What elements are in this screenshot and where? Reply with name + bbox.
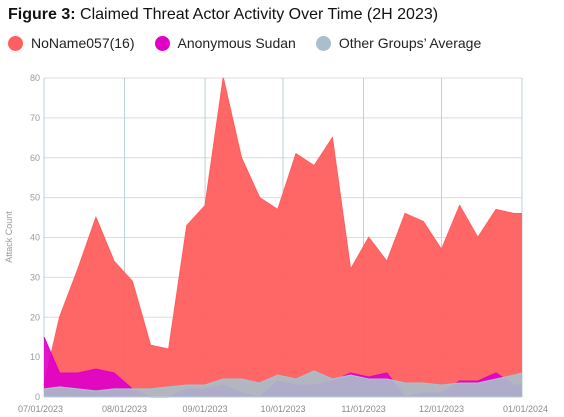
y-tick-label-80: 80 — [30, 73, 40, 83]
legend-swatch-noname — [8, 35, 23, 51]
figure-title: Claimed Threat Actor Activity Over Time … — [75, 6, 439, 23]
legend-label-anonymous-sudan: Anonymous Sudan — [177, 35, 296, 51]
x-tick-label-1: 08/01/2023 — [102, 404, 147, 414]
area-noname — [44, 78, 522, 397]
line-other-groups — [43, 370, 523, 392]
x-tick-label-3: 10/01/2023 — [260, 404, 305, 414]
y-tick-label-70: 70 — [30, 113, 40, 123]
x-tick-label-0: 07/01/2023 — [18, 404, 63, 414]
y-tick-label-20: 20 — [30, 312, 40, 322]
y-tick-label-10: 10 — [30, 352, 40, 362]
y-tick-label-30: 30 — [30, 272, 40, 282]
y-axis-label: Attack Count — [4, 211, 14, 263]
y-tick-label-40: 40 — [30, 233, 40, 243]
legend-item-anonymous-sudan: Anonymous Sudan — [154, 35, 296, 51]
legend-item-other-groups: Other Groups’ Average — [315, 35, 482, 51]
area-other-groups — [44, 371, 522, 397]
legend: NoName057(16) Anonymous Sudan Other Grou… — [8, 35, 501, 51]
chart-title: Figure 3: Claimed Threat Actor Activity … — [8, 6, 438, 24]
legend-item-noname: NoName057(16) — [8, 35, 135, 51]
x-tick-label-5: 12/01/2023 — [419, 404, 464, 414]
y-tick-label-60: 60 — [30, 153, 40, 163]
x-tick-label-2: 09/01/2023 — [183, 404, 228, 414]
x-tick-label-4: 11/01/2023 — [341, 404, 385, 414]
y-tick-label-0: 0 — [35, 392, 40, 402]
figure-label: Figure 3: — [8, 6, 76, 23]
legend-label-other-groups: Other Groups’ Average — [338, 35, 482, 51]
x-tick-label-6: 01/01/2024 — [503, 404, 548, 414]
legend-label-noname: NoName057(16) — [31, 35, 135, 51]
legend-swatch-other-groups — [315, 35, 331, 51]
y-tick-label-50: 50 — [30, 193, 40, 203]
line-noname — [43, 77, 522, 386]
legend-swatch-anonymous-sudan — [154, 35, 170, 51]
